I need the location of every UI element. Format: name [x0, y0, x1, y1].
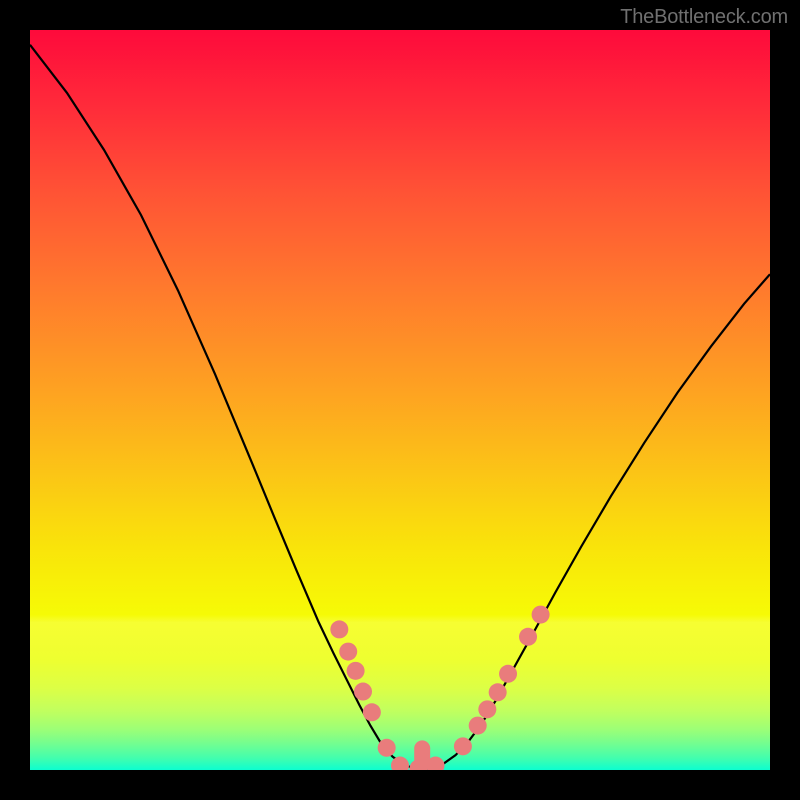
bottom-stub	[414, 740, 430, 770]
data-marker	[532, 606, 550, 624]
chart-canvas	[30, 30, 770, 770]
data-marker	[347, 662, 365, 680]
data-marker	[489, 683, 507, 701]
data-marker	[478, 700, 496, 718]
data-marker	[469, 717, 487, 735]
bottleneck-chart	[30, 30, 770, 770]
data-marker	[454, 737, 472, 755]
data-marker	[339, 643, 357, 661]
data-marker	[519, 628, 537, 646]
attribution-text: TheBottleneck.com	[620, 6, 788, 29]
data-marker	[378, 739, 396, 757]
data-marker	[330, 620, 348, 638]
data-marker	[363, 703, 381, 721]
good-zone-band	[30, 615, 770, 770]
data-marker	[499, 665, 517, 683]
data-marker	[354, 683, 372, 701]
